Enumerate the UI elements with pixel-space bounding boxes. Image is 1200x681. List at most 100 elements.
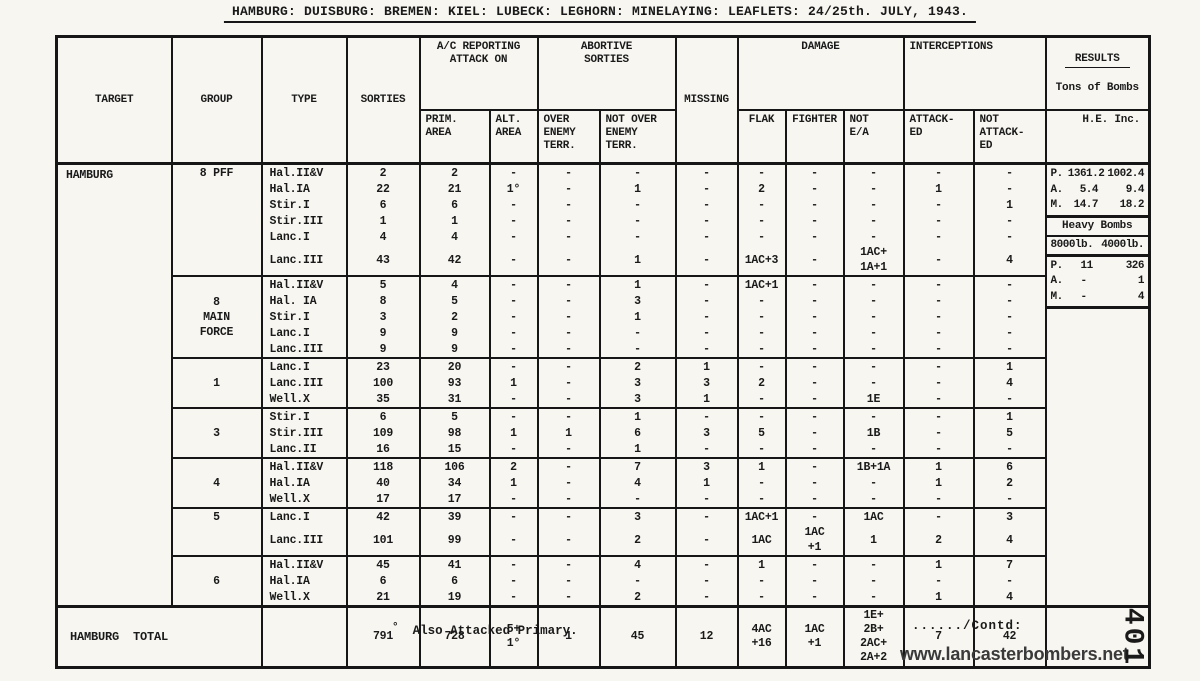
sorties-cell: 6 bbox=[345, 407, 420, 425]
not-attacked-cell: - bbox=[972, 441, 1046, 458]
not-attacked-cell: - bbox=[972, 213, 1046, 229]
type-cell: Stir.I bbox=[260, 309, 347, 325]
not-over-cell: 1 bbox=[598, 309, 676, 325]
not-ea-cell: - bbox=[842, 573, 904, 589]
over-cell: - bbox=[536, 525, 600, 556]
results-row: M. - 4 bbox=[1048, 290, 1148, 306]
fighter-cell: - bbox=[784, 589, 844, 607]
missing-cell: - bbox=[674, 181, 738, 197]
alt-cell: 1 bbox=[488, 375, 538, 391]
col-header-not-over-enemy-terr: NOT OVER ENEMY TERR. bbox=[598, 109, 677, 165]
total-missing-cell: 12 bbox=[674, 605, 738, 668]
not-over-cell: 3 bbox=[598, 375, 676, 391]
table-row: Stir.I 3 2- -1- - - - - - bbox=[57, 309, 1150, 325]
fighter-cell: - bbox=[784, 425, 844, 441]
results-row-label: P. bbox=[1050, 168, 1064, 180]
not-over-cell: 1 bbox=[598, 275, 676, 293]
prim-cell: 1 bbox=[418, 213, 490, 229]
type-cell: Lanc.I bbox=[260, 357, 347, 375]
col-header-attack-on: A/C REPORTING ATTACK ON bbox=[418, 35, 539, 111]
alt-cell: - bbox=[488, 507, 538, 525]
total-results-empty-cell bbox=[1044, 605, 1150, 668]
results-row-label: M. bbox=[1050, 199, 1064, 211]
attacked-cell: - bbox=[902, 275, 974, 293]
type-cell: Hal.II&V bbox=[260, 457, 347, 475]
attacked-cell: - bbox=[902, 407, 974, 425]
not-over-cell: 3 bbox=[598, 391, 676, 408]
not-attacked-cell: 5 bbox=[972, 425, 1046, 441]
not-over-cell: 1 bbox=[598, 245, 676, 276]
results-subtitle: Tons of Bombs bbox=[1055, 82, 1139, 94]
alt-cell: - bbox=[488, 407, 538, 425]
not-attacked-cell: - bbox=[972, 573, 1046, 589]
fighter-cell: - bbox=[784, 491, 844, 508]
col-header-prim-area: PRIM. AREA bbox=[418, 109, 491, 165]
type-cell: Stir.I bbox=[260, 407, 347, 425]
not-over-cell: - bbox=[598, 341, 676, 358]
over-cell: - bbox=[536, 507, 600, 525]
missing-cell: - bbox=[674, 275, 738, 293]
over-cell: - bbox=[536, 309, 600, 325]
missing-cell: - bbox=[674, 293, 738, 309]
sorties-cell: 100 bbox=[345, 375, 420, 391]
attacked-cell: 1 bbox=[902, 457, 974, 475]
sorties-cell: 45 bbox=[345, 555, 420, 573]
not-attacked-cell: 1 bbox=[972, 407, 1046, 425]
not-over-cell: 7 bbox=[598, 457, 676, 475]
fighter-cell: - bbox=[784, 357, 844, 375]
type-cell: Well.X bbox=[260, 391, 347, 408]
prim-cell: 2 bbox=[418, 163, 490, 181]
header-row-subcolumns: PRIM. AREA ALT. AREA OVER ENEMY TERR. NO… bbox=[57, 109, 1151, 165]
type-cell: Hal.IA bbox=[260, 181, 347, 197]
attacked-cell: 2 bbox=[902, 525, 974, 556]
prim-cell: 5 bbox=[418, 407, 490, 425]
prim-cell: 39 bbox=[418, 507, 490, 525]
not-attacked-cell: 4 bbox=[972, 245, 1046, 276]
over-cell: - bbox=[536, 441, 600, 458]
missing-cell: - bbox=[674, 491, 738, 508]
over-cell: - bbox=[536, 391, 600, 408]
col-header-not-attacked: NOT ATTACK- ED bbox=[972, 109, 1047, 165]
type-cell: Lanc.III bbox=[260, 245, 347, 276]
attacked-cell: - bbox=[902, 325, 974, 341]
table-row: 4 Hal.II&V 118 106 2-7 3 1-1B+1A 1 6 bbox=[57, 457, 1150, 508]
missing-cell: - bbox=[674, 163, 738, 181]
col-header-target: TARGET bbox=[55, 35, 173, 165]
flak-cell: 2 bbox=[736, 375, 786, 391]
not-attacked-cell: - bbox=[972, 293, 1046, 309]
table-row: Lanc.I 9 9- - - - - - - - - bbox=[57, 325, 1150, 341]
not-attacked-cell: 1 bbox=[972, 357, 1046, 375]
over-cell: - bbox=[536, 475, 600, 491]
not-ea-cell: - bbox=[842, 229, 904, 245]
missing-cell: - bbox=[674, 589, 738, 607]
not-ea-cell: - bbox=[842, 407, 904, 425]
prim-cell: 21 bbox=[418, 181, 490, 197]
alt-cell: - bbox=[488, 589, 538, 607]
prim-cell: 98 bbox=[418, 425, 490, 441]
not-ea-cell: - bbox=[842, 341, 904, 358]
over-cell: - bbox=[536, 197, 600, 213]
attacked-cell: 1 bbox=[902, 589, 974, 607]
col-header-interceptions: INTERCEPTIONS bbox=[902, 35, 1047, 111]
alt-cell: - bbox=[488, 163, 538, 181]
fighter-cell: - bbox=[784, 325, 844, 341]
type-cell: Lanc.I bbox=[260, 229, 347, 245]
fighter-cell: - bbox=[784, 341, 844, 358]
over-cell: - bbox=[536, 357, 600, 375]
not-over-cell: - bbox=[598, 229, 676, 245]
not-over-cell: 1 bbox=[598, 441, 676, 458]
group-cell: 3 bbox=[170, 407, 262, 458]
sorties-cell: 21 bbox=[345, 589, 420, 607]
results-row-he: 1361.2 bbox=[1067, 168, 1105, 180]
table-row: Stir.III 1 1- - - - - - - - - bbox=[57, 213, 1150, 229]
results-row-8000: - bbox=[1080, 290, 1088, 303]
attacked-cell: - bbox=[902, 425, 974, 441]
missing-cell: - bbox=[674, 507, 738, 525]
over-cell: - bbox=[536, 573, 600, 589]
not-over-cell: 3 bbox=[598, 507, 676, 525]
over-cell: - bbox=[536, 325, 600, 341]
missing-cell: 3 bbox=[674, 425, 738, 441]
fighter-cell: - bbox=[784, 229, 844, 245]
prim-cell: 9 bbox=[418, 325, 490, 341]
flak-cell: 1 bbox=[736, 457, 786, 475]
